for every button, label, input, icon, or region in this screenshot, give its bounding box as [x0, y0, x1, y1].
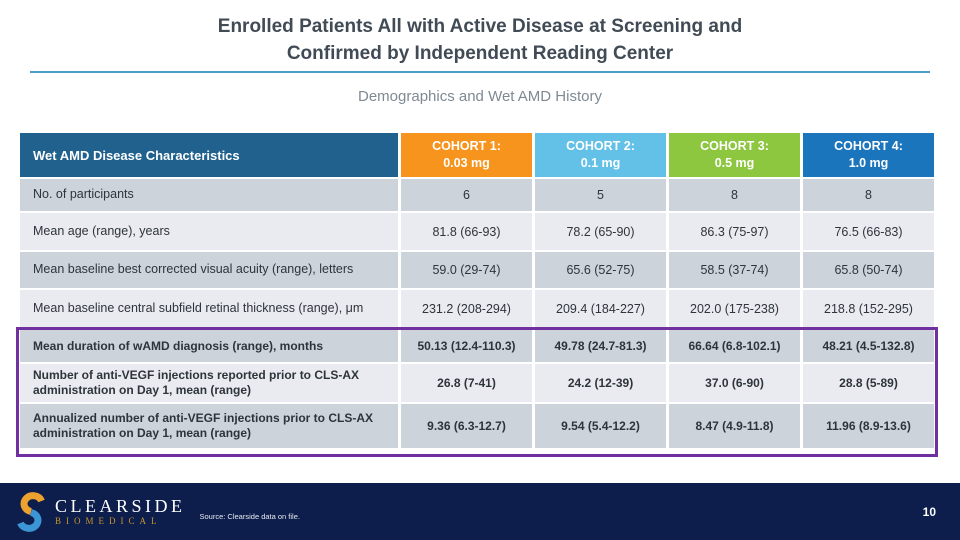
visual-acuity-cohort-2: 65.6 (52-75) — [535, 252, 666, 288]
row-label-mean-age: Mean age (range), years — [20, 213, 398, 250]
title-divider-rule — [30, 71, 930, 73]
visual-acuity-cohort-3: 58.5 (37-74) — [669, 252, 800, 288]
participants-cohort-2: 5 — [535, 179, 666, 211]
wamd-duration-cohort-1: 50.13 (12.4-110.3) — [401, 330, 532, 362]
cohort-4-dose: 1.0 mg — [848, 156, 889, 170]
table-header-cohort-1: COHORT 1: 0.03 mg — [401, 133, 532, 177]
annualized-injections-cohort-3: 8.47 (4.9-11.8) — [669, 404, 800, 448]
wamd-duration-cohort-4: 48.21 (4.5-132.8) — [803, 330, 934, 362]
mean-age-cohort-4: 76.5 (66-83) — [803, 213, 934, 250]
cohort-1-title: COHORT 1: — [432, 139, 501, 154]
visual-acuity-cohort-1: 59.0 (29-74) — [401, 252, 532, 288]
prior-injections-cohort-3: 37.0 (6-90) — [669, 364, 800, 402]
cohort-3-dose: 0.5 mg — [714, 156, 755, 170]
clearside-logo-icon — [17, 491, 45, 532]
retinal-thickness-cohort-4: 218.8 (152-295) — [803, 290, 934, 328]
footer-bar: CLEARSIDE BIOMEDICAL Source: Clearside d… — [0, 483, 960, 540]
mean-age-cohort-1: 81.8 (66-93) — [401, 213, 532, 250]
source-note: Source: Clearside data on file. — [199, 512, 300, 521]
participants-cohort-3: 8 — [669, 179, 800, 211]
prior-injections-cohort-4: 28.8 (5-89) — [803, 364, 934, 402]
annualized-injections-cohort-1: 9.36 (6.3-12.7) — [401, 404, 532, 448]
cohort-4-title: COHORT 4: — [834, 139, 903, 154]
row-label-wamd-duration: Mean duration of wAMD diagnosis (range),… — [20, 330, 398, 362]
retinal-thickness-cohort-1: 231.2 (208-294) — [401, 290, 532, 328]
annualized-injections-cohort-2: 9.54 (5.4-12.2) — [535, 404, 666, 448]
logo-company-name: CLEARSIDE — [55, 495, 186, 516]
prior-injections-cohort-2: 24.2 (12-39) — [535, 364, 666, 402]
slide-subtitle: Demographics and Wet AMD History — [358, 88, 602, 105]
logo-company-sub: BIOMEDICAL — [55, 515, 162, 526]
mean-age-cohort-2: 78.2 (65-90) — [535, 213, 666, 250]
cohort-1-dose: 0.03 mg — [443, 156, 490, 170]
participants-cohort-4: 8 — [803, 179, 934, 211]
slide-title-line2: Confirmed by Independent Reading Center — [286, 42, 674, 64]
row-label-retinal-thickness: Mean baseline central subfield retinal t… — [20, 290, 398, 328]
row-label-participants: No. of participants — [20, 179, 398, 211]
table-header-cohort-3: COHORT 3: 0.5 mg — [669, 133, 800, 177]
retinal-thickness-cohort-3: 202.0 (175-238) — [669, 290, 800, 328]
cohort-3-title: COHORT 3: — [700, 139, 769, 154]
cohort-2-dose: 0.1 mg — [580, 156, 621, 170]
row-label-prior-injections: Number of anti-VEGF injections reported … — [20, 364, 398, 402]
table-header-cohort-4: COHORT 4: 1.0 mg — [803, 133, 934, 177]
annualized-injections-cohort-4: 11.96 (8.9-13.6) — [803, 404, 934, 448]
table-header-characteristics: Wet AMD Disease Characteristics — [20, 133, 398, 177]
wet-amd-characteristics-table: Wet AMD Disease Characteristics COHORT 1… — [16, 133, 938, 457]
cohort-2-title: COHORT 2: — [566, 139, 635, 154]
slide-title: Enrolled Patients All with Active Diseas… — [40, 14, 920, 67]
page-number: 10 — [922, 504, 936, 519]
retinal-thickness-cohort-2: 209.4 (184-227) — [535, 290, 666, 328]
prior-injections-cohort-1: 26.8 (7-41) — [401, 364, 532, 402]
wamd-duration-cohort-2: 49.78 (24.7-81.3) — [535, 330, 666, 362]
wamd-duration-cohort-3: 66.64 (6.8-102.1) — [669, 330, 800, 362]
visual-acuity-cohort-4: 65.8 (50-74) — [803, 252, 934, 288]
mean-age-cohort-3: 86.3 (75-97) — [669, 213, 800, 250]
row-label-visual-acuity: Mean baseline best corrected visual acui… — [20, 252, 398, 288]
table-header-cohort-2: COHORT 2: 0.1 mg — [535, 133, 666, 177]
clearside-logo-text: CLEARSIDE BIOMEDICAL — [55, 495, 186, 527]
slide-title-line1: Enrolled Patients All with Active Diseas… — [217, 16, 743, 37]
row-label-annualized-injections: Annualized number of anti-VEGF injection… — [20, 404, 398, 448]
participants-cohort-1: 6 — [401, 179, 532, 211]
